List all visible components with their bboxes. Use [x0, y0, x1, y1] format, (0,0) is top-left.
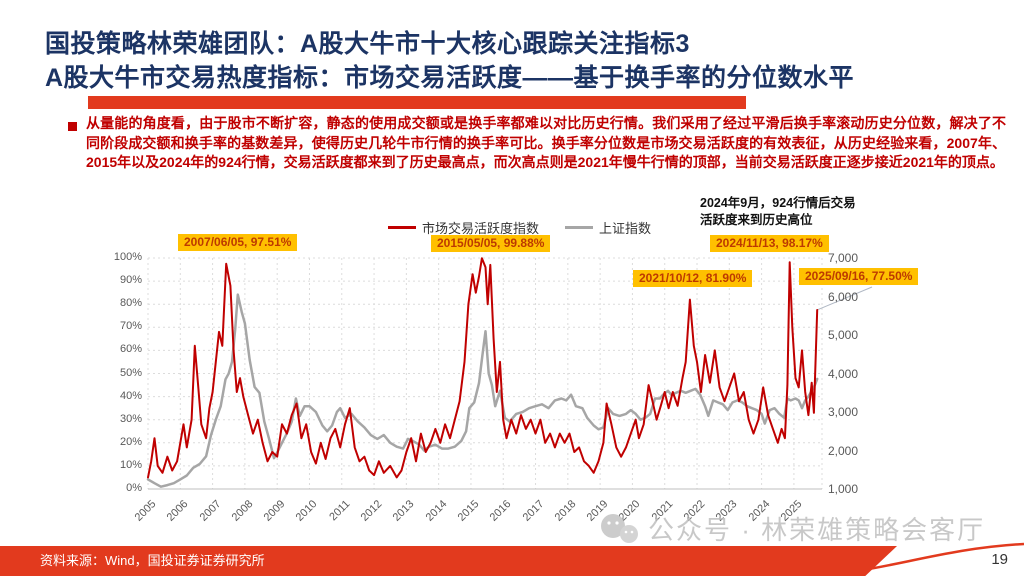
wechat-icon [601, 513, 638, 543]
watermark: 公众号 · 林荣雄策略会客厅 [598, 510, 985, 547]
x-tick: 2009 [261, 498, 288, 524]
left-tick: 90% [119, 274, 142, 287]
left-tick: 100% [113, 251, 142, 263]
right-tick: 7,000 [828, 251, 859, 265]
source-note: 资料来源：Wind，国投证券证券研究所 [40, 553, 265, 568]
x-tick: 2006 [164, 498, 191, 524]
left-tick: 80% [119, 297, 142, 310]
title-underline-bar [88, 96, 746, 109]
x-tick: 2012 [358, 498, 385, 524]
callout-2007-peak: 2007/06/05, 97.51% [178, 234, 298, 251]
note-line2: 活跃度来到历史高位 [700, 213, 813, 227]
right-tick: 1,000 [828, 482, 859, 496]
legend-label: 上证指数 [599, 221, 652, 236]
watermark-text: 公众号 · 林荣雄策略会客厅 [648, 515, 986, 545]
callout-2021-peak: 2021/10/12, 81.90% [633, 270, 753, 287]
left-tick: 10% [119, 458, 142, 471]
x-tick: 2007 [197, 498, 224, 524]
x-tick: 2008 [229, 498, 256, 524]
right-tick: 2,000 [828, 443, 859, 458]
x-tick: 2018 [552, 498, 579, 524]
right-tick: 6,000 [828, 289, 859, 304]
right-tick: 5,000 [828, 328, 859, 342]
left-tick: 70% [119, 320, 142, 333]
page-number: 19 [991, 551, 1008, 568]
x-tick: 2014 [423, 498, 450, 524]
bullet-square-icon [68, 122, 77, 131]
x-tick: 2013 [391, 498, 417, 524]
x-tick: 2005 [132, 498, 159, 524]
body-paragraph: 从量能的角度看，由于股市不断扩容，静态的使用成交额或是换手率都难以对比历史行情。… [86, 115, 1006, 170]
turnover-percentile-chart [146, 257, 873, 490]
x-tick: 2016 [487, 498, 514, 524]
legend-item-activity-index: 市场交易活跃度指数 [388, 218, 539, 237]
left-tick: 0% [126, 482, 142, 494]
callout-2015-peak: 2015/05/05, 99.88% [431, 235, 551, 252]
left-tick: 20% [119, 435, 142, 448]
x-tick: 2017 [520, 498, 547, 524]
callout-2025-latest: 2025/09/16, 77.50% [799, 268, 919, 285]
red-line-swatch-icon [388, 226, 416, 229]
callout-2024-peak: 2024/11/13, 98.17% [710, 235, 829, 252]
right-tick: 4,000 [828, 366, 859, 381]
chart-legend: 市场交易活跃度指数 上证指数 [388, 218, 651, 237]
footer-red-band [0, 546, 898, 576]
left-tick: 40% [119, 389, 142, 402]
left-tick: 60% [119, 343, 142, 356]
note-line1: 2024年9月，924行情后交易 [700, 196, 856, 210]
left-tick: 30% [119, 412, 142, 425]
slide-title-line2: A股大牛市交易热度指标：市场交易活跃度——基于换手率的分位数水平 [45, 64, 855, 92]
left-tick: 50% [119, 366, 142, 379]
gray-line-swatch-icon [565, 226, 594, 229]
legend-label: 市场交易活跃度指数 [422, 221, 540, 236]
x-tick: 2010 [294, 498, 320, 524]
slide-title-line1: 国投策略林荣雄团队：A股大牛市十大核心跟踪关注指标3 [45, 30, 690, 58]
legend-item-shanghai-index: 上证指数 [565, 218, 651, 237]
right-tick: 3,000 [828, 405, 859, 419]
x-tick: 2015 [455, 498, 482, 524]
chart-note-annotation: 2024年9月，924行情后交易 活跃度来到历史高位 [700, 195, 890, 229]
x-tick: 2011 [327, 498, 353, 524]
